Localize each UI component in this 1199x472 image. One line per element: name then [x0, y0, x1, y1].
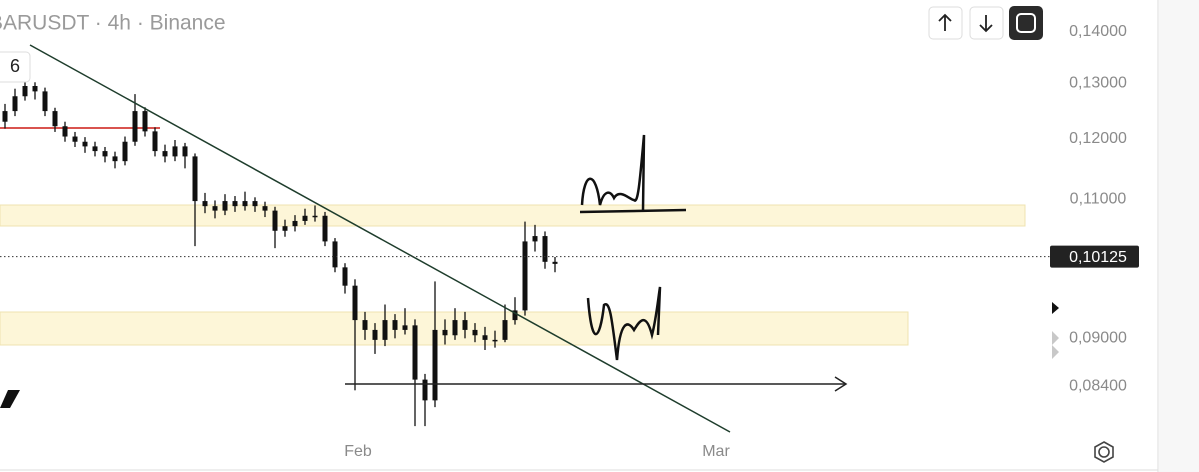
candle-body — [422, 379, 428, 401]
candle-body — [302, 215, 308, 221]
candle-body — [532, 236, 538, 242]
candle-body — [192, 156, 198, 202]
y-tick-label: 0,12000 — [1069, 130, 1127, 147]
candle-body — [312, 215, 318, 218]
candle-body — [502, 320, 508, 340]
candle-body — [102, 151, 108, 157]
candle-body — [352, 285, 358, 321]
candle-body — [2, 111, 8, 122]
side-panel — [1159, 0, 1199, 472]
y-tick-label: 0,13000 — [1069, 75, 1127, 92]
candle-body — [512, 310, 518, 321]
candle-body — [32, 86, 38, 92]
candle-body — [152, 131, 158, 152]
candle-body — [382, 320, 388, 340]
candle-body — [442, 329, 448, 336]
candle-body — [22, 86, 28, 97]
candle-body — [112, 156, 118, 162]
candle-body — [452, 320, 458, 336]
candle-body — [332, 241, 338, 268]
candle-body — [462, 320, 468, 330]
candle-body — [412, 325, 418, 380]
down-icon — [979, 15, 993, 33]
hand-drawing-bottom — [586, 286, 662, 361]
indicator-count: 6 — [10, 56, 20, 76]
indicator-box — [0, 51, 31, 83]
candle-body — [392, 320, 398, 330]
candle-body — [162, 151, 168, 157]
candle-body — [372, 329, 378, 340]
logo-fragment — [0, 390, 20, 408]
up-icon — [938, 13, 952, 31]
symbol-title: BARUSDT · 4h · Binance — [0, 12, 226, 35]
fullscreen-button[interactable] — [1009, 6, 1043, 40]
candle-body — [92, 146, 98, 152]
arrow-head — [834, 376, 848, 392]
trendline — [29, 44, 731, 433]
candle-body — [492, 339, 498, 342]
candle-body — [292, 220, 298, 227]
hand-drawing-top — [579, 134, 687, 214]
y-tick-label: 0,09000 — [1069, 330, 1127, 347]
candle-body — [322, 215, 328, 242]
last-price-box — [1050, 245, 1139, 268]
candles — [2, 78, 558, 427]
candle-body — [482, 335, 488, 340]
marker-arrows-gray — [1052, 331, 1059, 359]
candle-body — [472, 329, 478, 336]
candle-body — [232, 201, 238, 207]
candle-body — [12, 96, 18, 112]
candle-body — [122, 141, 128, 162]
candle-body — [432, 329, 438, 401]
candle-body — [262, 206, 268, 211]
candle-body — [62, 126, 68, 137]
x-tick-label: Mar — [702, 443, 730, 460]
candle-body — [212, 206, 218, 211]
fullscreen-icon — [1016, 13, 1036, 33]
candle-body — [542, 236, 548, 262]
candle-body — [252, 201, 258, 207]
candle-body — [52, 111, 58, 127]
x-tick-label: Feb — [344, 443, 372, 460]
candle-body — [42, 91, 48, 112]
candle-body — [552, 261, 558, 264]
last-price-label: 0,10125 — [1069, 249, 1127, 266]
candle-body — [222, 201, 228, 211]
candle-body — [522, 241, 528, 311]
candle-body — [142, 111, 148, 132]
marker-arrow — [1052, 302, 1059, 314]
settings-icon-outline — [1094, 441, 1114, 463]
candle-body — [362, 320, 368, 330]
settings-icon[interactable] — [1098, 446, 1110, 458]
candle-body — [282, 226, 288, 231]
candle-body — [242, 201, 248, 207]
candle-body — [82, 141, 88, 147]
candle-body — [342, 267, 348, 286]
candle-body — [402, 325, 408, 330]
candle-body — [132, 111, 138, 142]
y-tick-label: 0,11000 — [1070, 190, 1127, 207]
y-tick-label: 0,08400 — [1069, 377, 1127, 394]
resistance-zone — [0, 204, 1026, 227]
candle-body — [172, 146, 178, 157]
candle-body — [272, 210, 278, 231]
candle-body — [72, 136, 78, 142]
y-tick-label: 0,14000 — [1069, 23, 1127, 40]
candle-body — [202, 201, 208, 207]
candle-body — [182, 146, 188, 157]
